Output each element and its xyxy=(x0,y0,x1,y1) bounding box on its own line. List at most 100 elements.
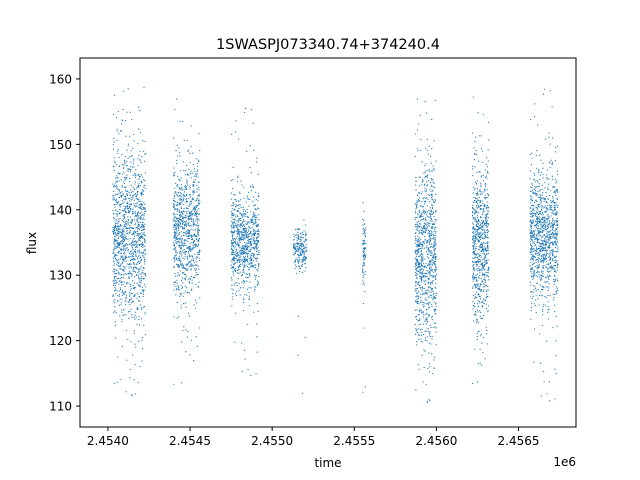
data-point xyxy=(426,169,428,172)
data-point xyxy=(138,221,140,223)
data-point xyxy=(194,224,196,226)
data-point xyxy=(480,217,482,219)
data-point xyxy=(236,260,238,262)
data-point xyxy=(432,297,435,299)
data-point xyxy=(131,228,134,230)
data-point xyxy=(127,221,129,223)
data-point xyxy=(475,136,477,138)
data-point xyxy=(233,208,235,210)
data-point xyxy=(415,288,417,290)
data-point xyxy=(124,244,126,246)
data-point xyxy=(183,252,185,254)
data-point xyxy=(197,244,199,246)
data-point xyxy=(423,272,425,274)
data-point xyxy=(141,156,143,158)
data-point xyxy=(252,236,255,239)
data-point xyxy=(142,290,144,292)
data-point xyxy=(132,262,135,264)
data-point xyxy=(122,193,124,195)
data-point xyxy=(428,279,430,281)
data-point xyxy=(418,240,420,242)
data-point xyxy=(244,227,246,229)
data-point xyxy=(140,279,143,282)
data-point xyxy=(230,240,233,242)
data-point xyxy=(113,268,115,270)
data-point xyxy=(174,247,176,249)
data-point xyxy=(415,231,417,233)
data-point xyxy=(184,250,186,253)
data-point xyxy=(483,278,485,280)
data-point xyxy=(550,204,553,207)
data-point xyxy=(141,218,143,221)
data-point xyxy=(479,216,482,218)
data-point xyxy=(429,332,431,334)
data-point xyxy=(552,218,554,220)
data-point xyxy=(362,251,365,253)
data-point xyxy=(477,276,480,278)
data-point xyxy=(126,193,129,195)
data-point xyxy=(239,241,241,244)
data-point xyxy=(194,205,196,207)
data-point xyxy=(126,223,128,225)
data-point xyxy=(114,286,116,289)
data-point xyxy=(125,260,127,262)
data-point xyxy=(432,211,435,213)
data-point xyxy=(124,291,126,293)
data-point xyxy=(237,251,239,253)
data-point xyxy=(426,400,428,402)
data-point xyxy=(417,270,419,272)
data-point xyxy=(186,269,188,271)
data-point xyxy=(431,315,434,318)
data-point xyxy=(249,269,251,271)
data-point xyxy=(431,304,433,306)
data-point xyxy=(249,232,251,234)
data-point xyxy=(185,233,187,235)
data-point xyxy=(179,250,182,252)
data-point xyxy=(116,381,118,383)
data-point xyxy=(422,258,424,261)
data-point xyxy=(414,274,417,276)
data-point xyxy=(301,243,303,245)
data-point xyxy=(435,267,437,269)
data-point xyxy=(303,252,305,254)
data-point xyxy=(141,232,143,234)
data-point xyxy=(193,261,196,264)
data-point xyxy=(434,226,436,228)
data-point xyxy=(122,235,124,237)
data-point xyxy=(137,223,139,225)
data-point xyxy=(181,277,183,279)
data-point xyxy=(185,302,187,304)
data-point xyxy=(431,179,433,181)
data-point xyxy=(196,210,198,212)
data-point xyxy=(484,230,486,232)
data-point xyxy=(133,276,135,278)
data-point xyxy=(114,337,117,339)
data-point xyxy=(117,278,119,280)
data-point xyxy=(298,247,300,249)
data-point xyxy=(190,200,193,202)
data-point xyxy=(134,223,136,226)
data-point xyxy=(249,250,251,253)
data-point xyxy=(121,199,123,201)
data-point xyxy=(533,172,535,175)
data-point xyxy=(138,217,140,219)
data-point xyxy=(428,224,430,226)
data-point xyxy=(480,288,483,291)
data-point xyxy=(255,214,257,216)
data-point xyxy=(254,204,257,206)
data-point xyxy=(414,223,417,226)
data-point xyxy=(362,224,364,226)
data-point xyxy=(176,201,178,203)
data-point xyxy=(119,235,122,237)
data-point xyxy=(427,281,429,283)
data-point xyxy=(176,223,178,225)
data-point xyxy=(254,257,256,259)
data-point xyxy=(173,228,176,231)
data-point xyxy=(197,224,200,227)
data-point xyxy=(486,289,488,291)
data-point xyxy=(254,231,256,233)
data-point xyxy=(419,255,421,257)
data-point xyxy=(130,226,132,229)
data-point xyxy=(117,246,119,248)
data-point xyxy=(422,269,425,271)
